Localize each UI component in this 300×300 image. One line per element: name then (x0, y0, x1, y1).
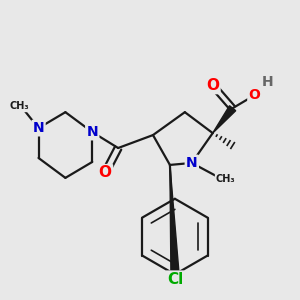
Text: CH₃: CH₃ (10, 101, 29, 111)
Text: CH₃: CH₃ (216, 174, 236, 184)
Text: N: N (86, 125, 98, 139)
Text: H: H (262, 75, 273, 89)
Text: O: O (249, 88, 260, 102)
Text: O: O (99, 165, 112, 180)
Polygon shape (213, 106, 236, 133)
Text: N: N (33, 121, 44, 135)
Polygon shape (170, 165, 179, 272)
Text: N: N (186, 156, 198, 170)
Text: Cl: Cl (167, 272, 183, 287)
Text: O: O (206, 78, 219, 93)
